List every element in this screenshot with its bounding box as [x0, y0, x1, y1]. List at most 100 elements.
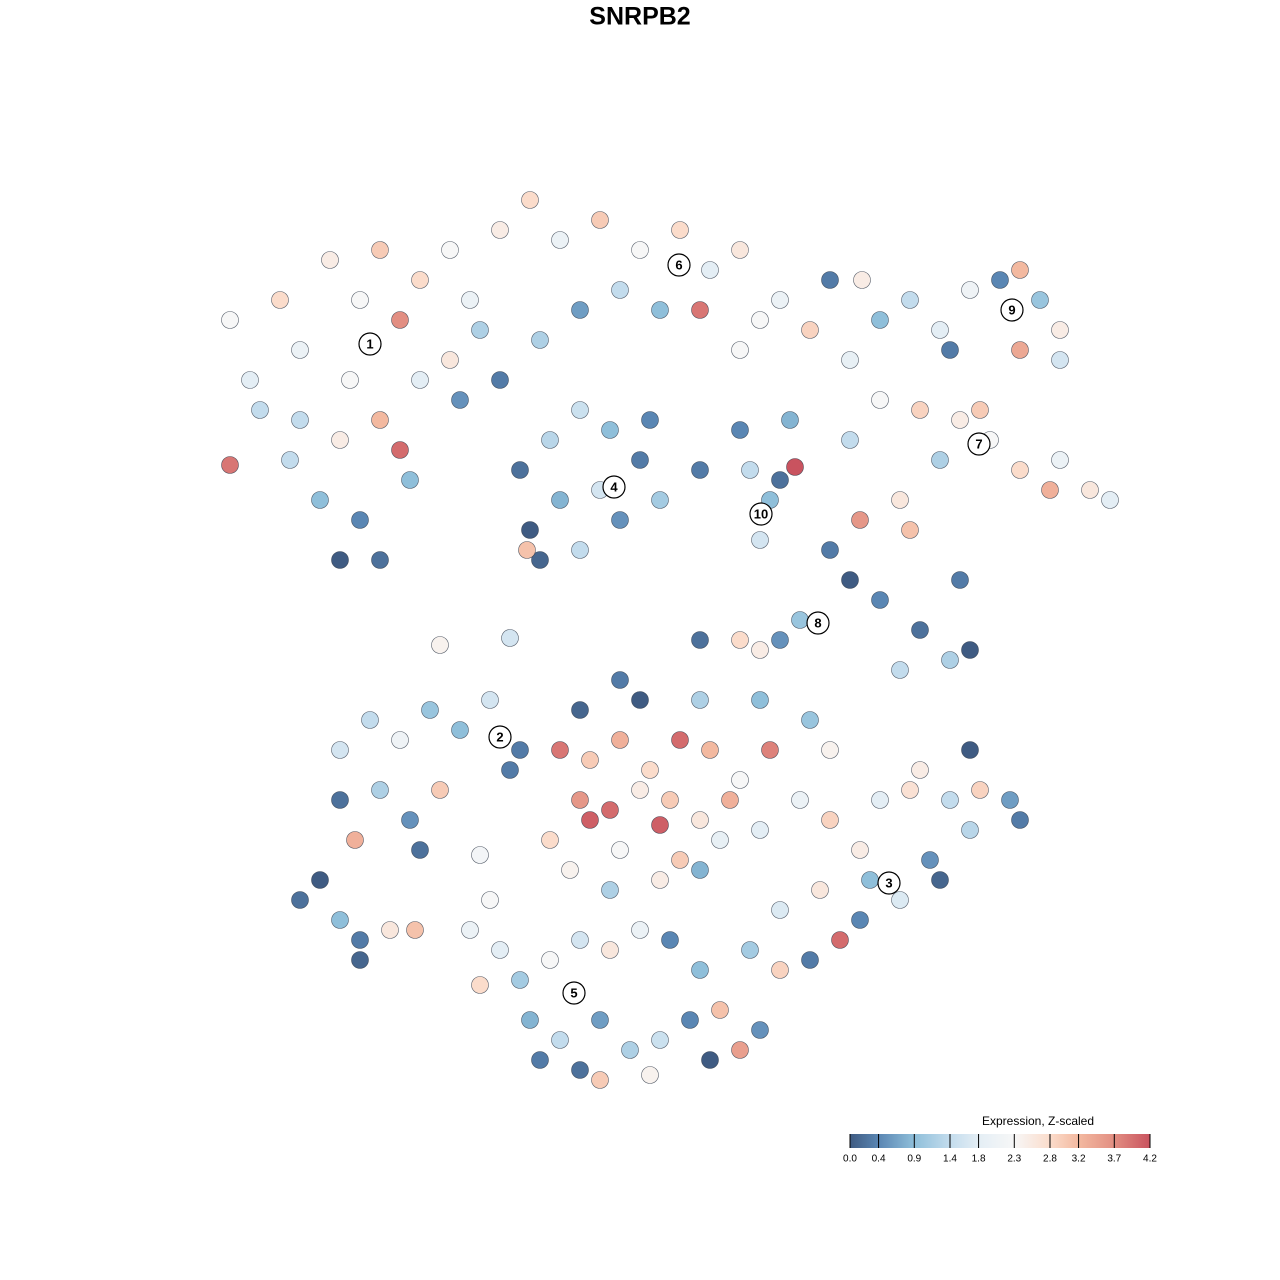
- point: [691, 861, 709, 879]
- point: [391, 311, 409, 329]
- point: [851, 841, 869, 859]
- point: [451, 391, 469, 409]
- point: [571, 401, 589, 419]
- point: [371, 411, 389, 429]
- point: [811, 881, 829, 899]
- colorbar-bar: [850, 1134, 1150, 1148]
- point: [481, 891, 499, 909]
- cluster-label: 8: [814, 615, 821, 630]
- cluster-label-bg: [667, 253, 691, 277]
- point: [641, 761, 659, 779]
- point: [251, 401, 269, 419]
- point: [771, 291, 789, 309]
- point: [571, 931, 589, 949]
- point: [631, 451, 649, 469]
- points: [221, 191, 1119, 1089]
- cluster-label: 3: [885, 875, 892, 890]
- point: [541, 951, 559, 969]
- point: [941, 791, 959, 809]
- point: [331, 551, 349, 569]
- point: [1051, 451, 1069, 469]
- point: [901, 521, 919, 539]
- colorbar-tick-label: 0.0: [843, 1154, 857, 1165]
- point: [371, 551, 389, 569]
- point: [851, 511, 869, 529]
- point: [611, 731, 629, 749]
- point: [941, 651, 959, 669]
- point: [521, 1011, 539, 1029]
- point: [561, 861, 579, 879]
- point: [821, 541, 839, 559]
- point: [821, 741, 839, 759]
- point: [781, 411, 799, 429]
- chart-title: SNRPB2: [589, 3, 690, 31]
- point: [991, 271, 1009, 289]
- point: [571, 541, 589, 559]
- point: [541, 431, 559, 449]
- point: [411, 841, 429, 859]
- point: [771, 471, 789, 489]
- point: [311, 491, 329, 509]
- point: [341, 371, 359, 389]
- point: [551, 231, 569, 249]
- point: [741, 461, 759, 479]
- point: [771, 961, 789, 979]
- point: [911, 401, 929, 419]
- point: [391, 441, 409, 459]
- point: [451, 721, 469, 739]
- point: [641, 411, 659, 429]
- point: [521, 191, 539, 209]
- point: [931, 451, 949, 469]
- point: [311, 871, 329, 889]
- cluster-label: 2: [496, 729, 503, 744]
- point: [631, 921, 649, 939]
- point: [711, 1001, 729, 1019]
- point: [281, 451, 299, 469]
- point: [291, 411, 309, 429]
- point: [731, 241, 749, 259]
- point: [871, 791, 889, 809]
- point: [661, 931, 679, 949]
- point: [551, 491, 569, 509]
- colorbar-tick-label: 2.3: [1007, 1154, 1021, 1165]
- point: [961, 741, 979, 759]
- point: [401, 471, 419, 489]
- point: [291, 341, 309, 359]
- point: [221, 456, 239, 474]
- point: [381, 921, 399, 939]
- point: [931, 871, 949, 889]
- point: [591, 1011, 609, 1029]
- point: [501, 761, 519, 779]
- point: [551, 1031, 569, 1049]
- point: [321, 251, 339, 269]
- point: [291, 891, 309, 909]
- point: [351, 931, 369, 949]
- point: [351, 951, 369, 969]
- point: [1011, 261, 1029, 279]
- point: [871, 311, 889, 329]
- point: [461, 291, 479, 309]
- point: [891, 491, 909, 509]
- point: [851, 911, 869, 929]
- point: [751, 311, 769, 329]
- point: [731, 341, 749, 359]
- point: [691, 461, 709, 479]
- point: [501, 629, 519, 647]
- cluster-label: 9: [1008, 302, 1015, 317]
- point: [371, 781, 389, 799]
- point: [331, 741, 349, 759]
- point: [601, 941, 619, 959]
- point: [271, 291, 289, 309]
- point: [361, 711, 379, 729]
- point: [641, 1066, 659, 1084]
- point: [571, 791, 589, 809]
- point: [841, 431, 859, 449]
- point: [791, 611, 809, 629]
- point: [461, 921, 479, 939]
- point: [871, 591, 889, 609]
- point: [961, 641, 979, 659]
- point: [518, 541, 536, 559]
- point: [591, 1071, 609, 1089]
- point: [761, 741, 779, 759]
- point: [631, 691, 649, 709]
